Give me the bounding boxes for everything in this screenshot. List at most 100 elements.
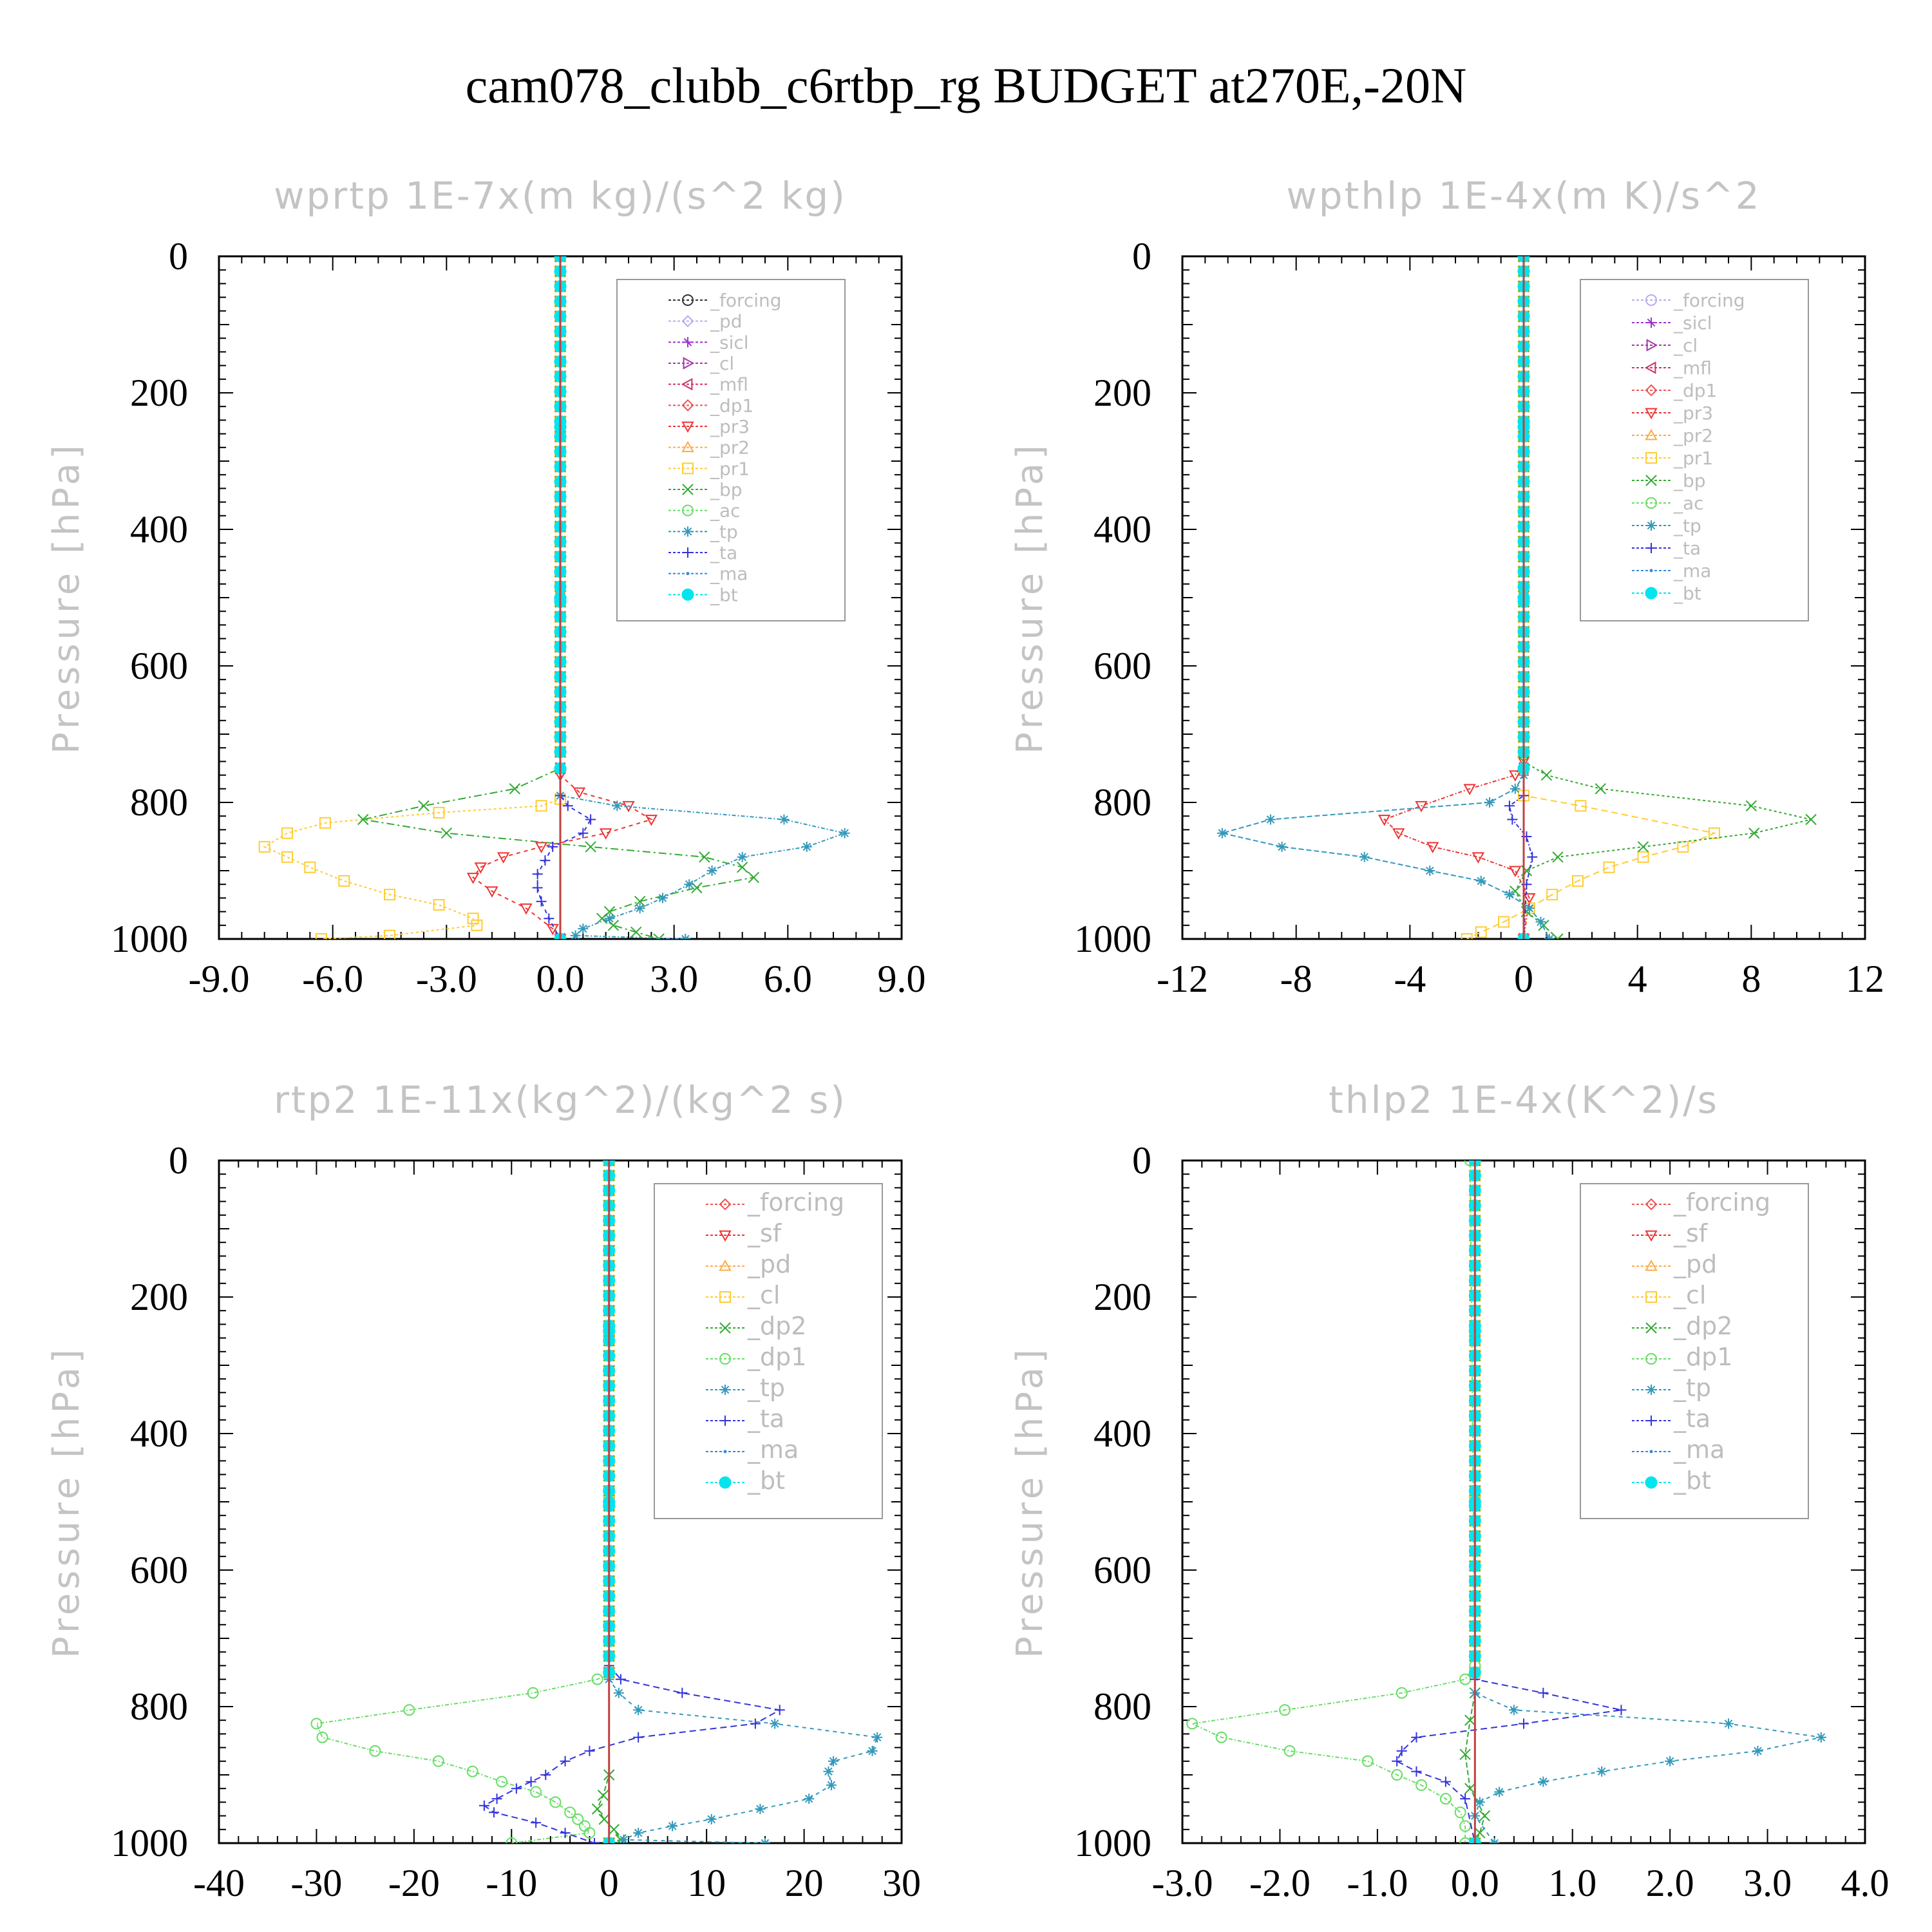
marker [736, 861, 748, 873]
legend-label: _pr1 [1673, 448, 1713, 469]
marker [615, 1674, 626, 1685]
marker [1571, 875, 1584, 887]
marker [578, 1820, 591, 1832]
marker [612, 800, 623, 811]
marker [1805, 813, 1817, 826]
x-tick-label: 8 [1741, 958, 1761, 1000]
marker [1646, 1385, 1656, 1395]
y-tick-label: 0 [1132, 235, 1151, 278]
panel-2: wpthlp 1E-4x(m K)/s^2 Pressure [hPa] -12 -8… [1009, 174, 1884, 1000]
legend-item: _ac [1632, 493, 1704, 514]
x-tick-label: -20 [388, 1862, 440, 1904]
series-dp1 [310, 1160, 615, 1843]
marker [578, 828, 589, 838]
marker [719, 1353, 731, 1365]
marker [1498, 916, 1510, 928]
legend-item: _pr1 [1632, 448, 1713, 469]
x-tick-label: 0.0 [536, 958, 585, 1000]
marker [1538, 1776, 1549, 1787]
x-tick-label: -6.0 [302, 958, 363, 1000]
marker [683, 357, 695, 370]
marker [1479, 1810, 1491, 1822]
legend-item: _ac [668, 500, 741, 522]
marker [608, 1824, 620, 1835]
marker [316, 1731, 328, 1743]
marker [497, 852, 510, 864]
marker [403, 1704, 415, 1716]
legend-label: _tp [1673, 1374, 1711, 1402]
legend-label: _ta [1673, 538, 1701, 559]
legend-item: _ma [706, 1435, 799, 1464]
y-tick-label: 400 [130, 508, 188, 551]
marker [1474, 1797, 1485, 1808]
legend-item: _ta [668, 542, 737, 564]
marker [804, 1794, 815, 1804]
marker [578, 923, 589, 934]
marker [719, 1291, 731, 1303]
legend-item: _ta [706, 1405, 784, 1433]
marker [1645, 1353, 1657, 1365]
legend-item: _cl [706, 1281, 780, 1309]
marker [1461, 933, 1473, 939]
marker [591, 1673, 603, 1685]
marker [357, 813, 369, 826]
marker [527, 1687, 539, 1699]
panel-title: rtp2 1E-11x(kg^2)/(kg^2 s) [274, 1078, 847, 1122]
marker [1484, 797, 1495, 808]
marker [1411, 1732, 1422, 1743]
legend-item: _ta [1632, 538, 1701, 559]
marker [1637, 841, 1649, 853]
legend-item: _bt [668, 584, 738, 605]
marker [1603, 861, 1615, 873]
marker [319, 817, 331, 829]
legend-label: _dp1 [747, 1343, 806, 1371]
legend-label: _ma [1673, 560, 1711, 582]
x-tick-label: -1.0 [1347, 1862, 1408, 1904]
y-tick-label: 600 [1094, 645, 1151, 687]
marker [1460, 1794, 1471, 1804]
marker [496, 1776, 508, 1788]
marker [474, 862, 488, 874]
x-tick-label: -40 [193, 1862, 245, 1904]
legend-label: _cl [710, 353, 734, 374]
legend-item: _pr2 [668, 437, 750, 459]
y-tick-label: 0 [169, 1139, 188, 1182]
marker [1472, 852, 1485, 864]
series-line [1466, 256, 1717, 939]
marker [598, 1814, 610, 1825]
marker [532, 869, 543, 880]
legend-label: _sicl [710, 332, 749, 353]
marker [760, 1838, 770, 1843]
legend-item: _dp1 [1632, 1343, 1732, 1371]
marker [633, 1705, 644, 1716]
series-line [315, 1160, 610, 1843]
marker [748, 871, 760, 884]
y-tick-label: 800 [130, 781, 188, 824]
marker [1645, 294, 1657, 306]
marker [1745, 800, 1757, 812]
marker [596, 913, 608, 924]
legend-item: _bp [668, 479, 743, 500]
marker [316, 933, 327, 939]
marker [1552, 851, 1564, 863]
marker [677, 1687, 688, 1698]
x-tick-label: -3.0 [416, 958, 477, 1000]
marker [549, 1796, 562, 1808]
legend-label: _bp [710, 479, 743, 500]
marker [839, 828, 850, 838]
x-tick-label: 12 [1846, 958, 1884, 1000]
series-line [263, 256, 561, 939]
marker [560, 1756, 571, 1766]
marker [1392, 1756, 1403, 1766]
marker [532, 882, 543, 893]
marker [526, 1776, 536, 1787]
y-tick-label: 200 [1094, 1276, 1151, 1318]
legend-label: _pd [710, 311, 743, 332]
marker [720, 1385, 730, 1395]
series-line [536, 256, 592, 939]
marker [613, 1687, 624, 1698]
marker [1535, 916, 1546, 927]
marker [681, 421, 694, 433]
marker [680, 934, 691, 939]
marker [719, 1230, 732, 1242]
